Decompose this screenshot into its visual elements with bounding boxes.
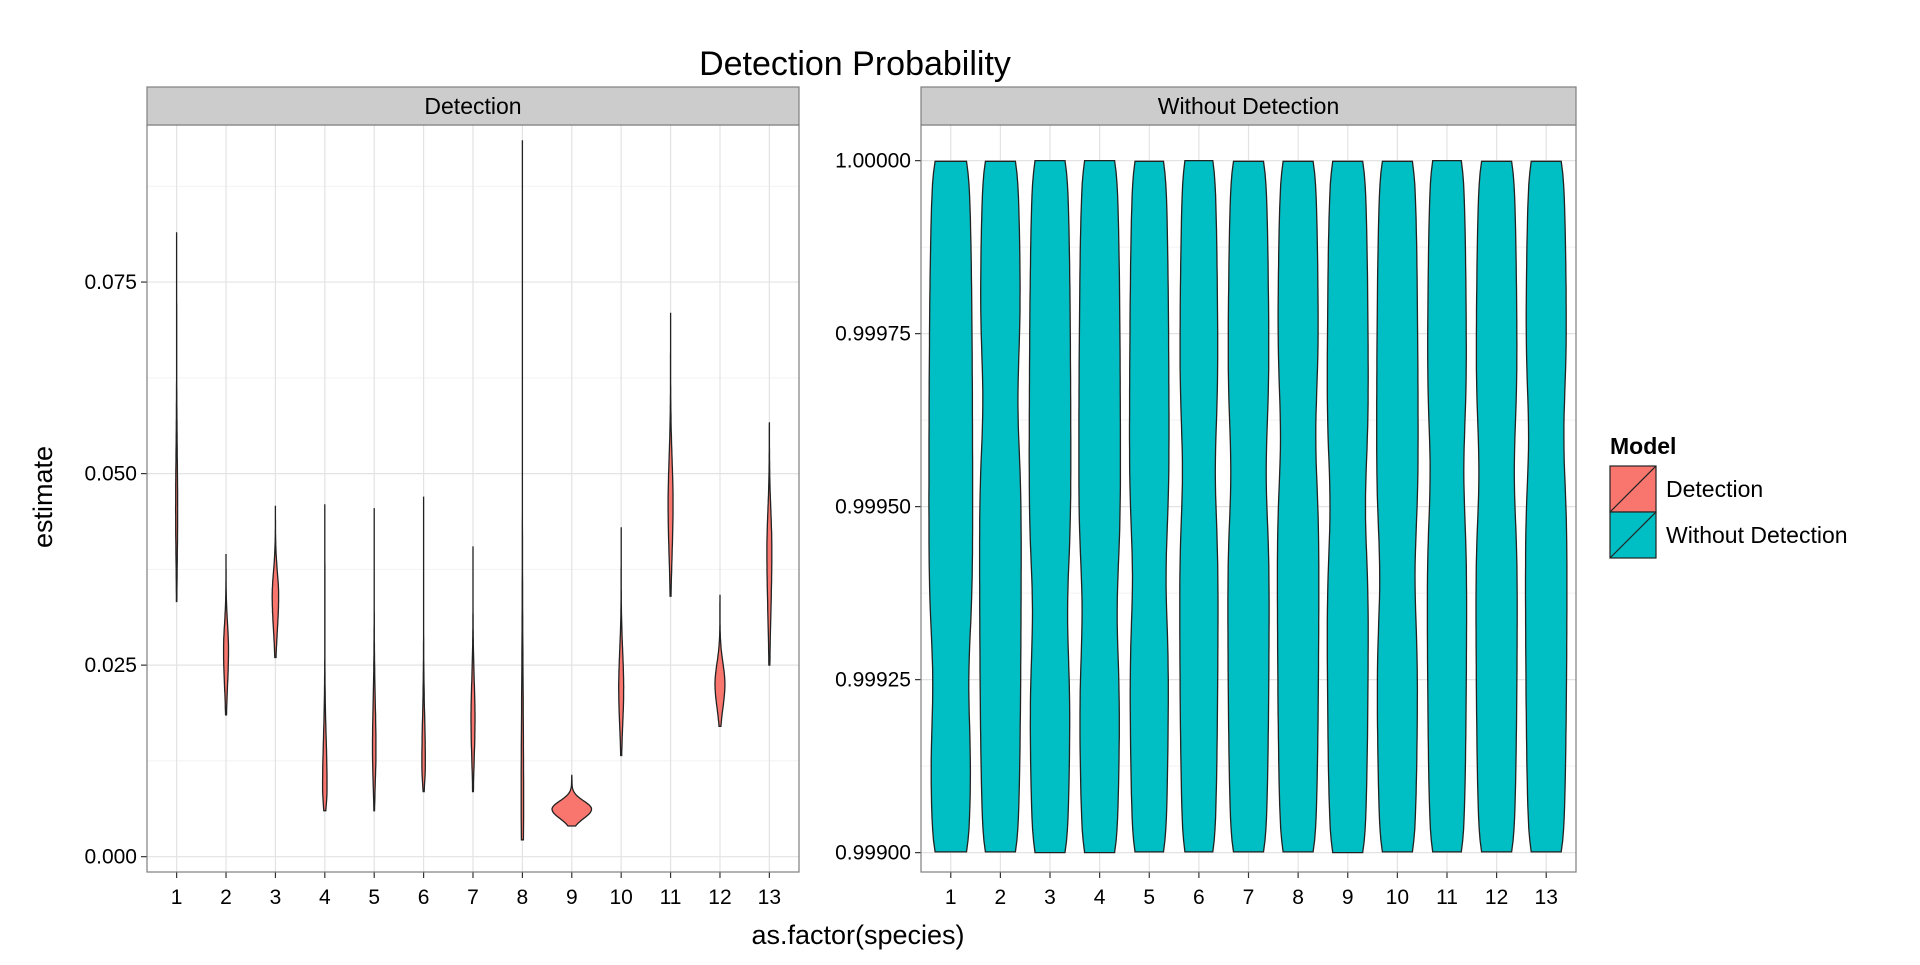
x-tick-label: 12 [708,886,731,909]
x-tick-label: 13 [1535,886,1558,909]
legend-entry-detection: Detection [1609,465,1763,513]
violin-species-2 [222,554,230,716]
x-tick-label: 2 [995,886,1007,909]
violin-species-4 [321,504,328,812]
x-tick-label: 10 [1386,886,1409,909]
violin-species-8 [1276,160,1320,853]
x-tick-label: 1 [171,886,183,909]
legend-key-slash [1609,465,1657,513]
x-tick-label: 6 [418,886,430,909]
strip-label: Detection [424,93,521,119]
x-tick-label: 2 [220,886,232,909]
x-tick-label: 8 [1292,886,1304,909]
violin-species-9 [1326,160,1369,854]
violin-species-3 [1028,159,1072,854]
x-tick-label: 6 [1193,886,1205,909]
legend-label: Without Detection [1666,522,1848,548]
x-tick-label: 4 [319,886,331,909]
violin-species-4 [1078,159,1122,854]
x-tick-label: 9 [566,886,578,909]
violin-species-13 [1524,160,1568,853]
legend-label: Detection [1666,476,1763,502]
x-tick-label: 5 [1143,886,1155,909]
legend-key-slash [1609,511,1657,559]
strip-background [920,86,1577,126]
violin-species-6 [1179,159,1219,853]
x-tick-label: 9 [1342,886,1354,909]
x-tick-label: 13 [758,886,781,909]
violin-species-7 [470,546,476,793]
violin-species-8 [520,140,525,841]
violin-species-12 [1475,160,1518,853]
y-tick-label: 0.075 [84,271,137,294]
strip-background [146,86,800,126]
x-tick-label: 7 [467,886,479,909]
legend-title: Model [1610,433,1676,459]
violin-species-5 [371,508,377,812]
violin-species-2 [978,160,1022,853]
legend: Model Detection Without Detection [1609,433,1848,559]
y-axis-title: estimate [28,446,58,548]
strip-label: Without Detection [1158,93,1340,119]
x-tick-label: 12 [1485,886,1508,909]
x-tick-label: 11 [1436,886,1458,909]
y-tick-label: 0.99925 [835,669,911,692]
x-tick-label: 4 [1094,886,1106,909]
x-tick-label: 5 [368,886,380,909]
x-axis-title: as.factor(species) [751,920,964,950]
chart-title: Detection Probability [699,45,1011,83]
y-tick-label: 0.99975 [835,323,911,346]
violin-species-11 [1426,159,1468,853]
violin-species-7 [1227,160,1270,853]
y-tick-label: 0.025 [84,654,137,677]
y-tick-label: 0.99900 [835,842,911,865]
y-tick-label: 1.00000 [835,150,911,173]
violin-species-10 [618,527,625,757]
violin-species-10 [1376,160,1419,853]
x-tick-label: 10 [610,886,633,909]
x-tick-label: 3 [1044,886,1056,909]
x-tick-label: 7 [1243,886,1255,909]
x-tick-label: 3 [270,886,282,909]
violin-species-11 [667,312,674,597]
violin-species-1 [174,232,179,603]
y-tick-label: 0.000 [84,846,137,869]
violin-species-5 [1128,160,1170,853]
violin-species-13 [766,422,773,666]
violin-species-3 [271,505,280,659]
x-tick-label: 11 [660,886,682,909]
y-tick-label: 0.050 [84,463,137,486]
x-tick-label: 8 [517,886,529,909]
violin-species-6 [421,496,426,793]
legend-entry-without-detection: Without Detection [1609,511,1848,559]
violin-species-9 [551,774,593,827]
x-tick-label: 1 [945,886,957,909]
violin-species-1 [928,160,974,853]
violin-species-12 [714,594,726,728]
y-tick-label: 0.99950 [835,496,911,519]
